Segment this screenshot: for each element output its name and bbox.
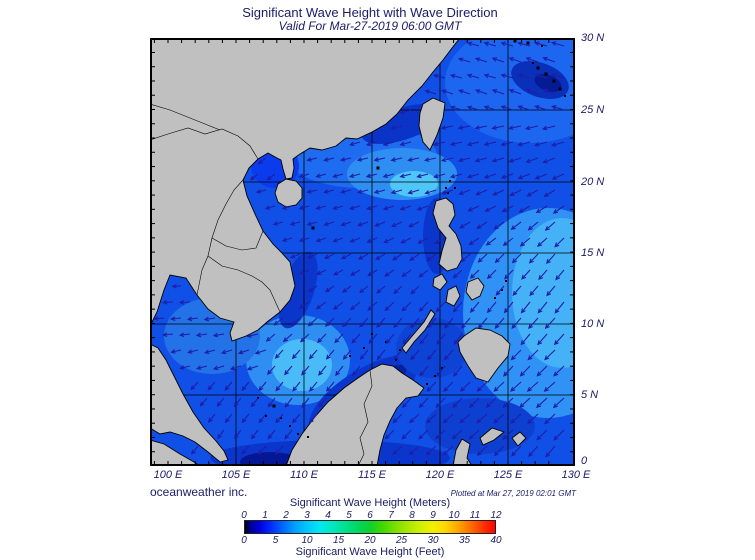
colorbar-meters-tick: 12: [490, 510, 502, 521]
y-tick-label: 5 N: [581, 389, 599, 401]
chart-subtitle: Valid For Mar-27-2019 06:00 GMT: [278, 19, 462, 33]
wave-direction-arrows: [153, 41, 565, 458]
credit-text: oceanweather inc.: [150, 485, 248, 499]
y-tick-label: 0: [581, 455, 588, 467]
colorbar-meters-tick: 7: [388, 510, 394, 521]
x-tick-label: 105 E: [221, 469, 251, 481]
colorbar-gradient: [244, 520, 496, 534]
colorbar-feet-tick: 15: [332, 535, 345, 546]
x-tick-label: 100 E: [153, 469, 183, 481]
colorbar-feet-tick: 10: [301, 535, 313, 546]
colorbar-meters-tick: 9: [430, 510, 436, 521]
colorbar-meters-tick: 5: [346, 510, 352, 521]
colorbar-feet-tick: 0: [241, 535, 247, 546]
colorbar-meters-tick: 1: [262, 510, 268, 521]
colorbar-meters-tick: 6: [367, 510, 373, 521]
x-tick-label: 110 E: [290, 469, 318, 481]
colorbar-meters-tick: 3: [304, 510, 310, 521]
plotted-note: Plotted at Mar 27, 2019 02:01 GMT: [450, 489, 576, 498]
x-tick-label: 115 E: [358, 469, 386, 481]
y-tick-label: 25 N: [581, 104, 605, 116]
colorbar-feet-tick: 40: [490, 535, 502, 546]
colorbar-meters-tick: 2: [283, 510, 289, 521]
x-tick-label: 125 E: [493, 469, 523, 481]
map-frame: [150, 38, 575, 466]
wave-height-map: [149, 23, 633, 476]
y-tick-label: 10 N: [581, 318, 605, 330]
y-tick-label: 20 N: [581, 176, 605, 188]
colorbar-meters-tick: 0: [241, 510, 247, 521]
x-tick-label: 130 E: [561, 469, 591, 481]
colorbar-feet-tick: 35: [458, 535, 471, 546]
land-masses: [149, 37, 566, 467]
x-tick-label: 120 E: [425, 469, 455, 481]
colorbar-feet-tick: 5: [272, 535, 279, 546]
colorbar-meters-tick: 4: [325, 510, 331, 521]
colorbar-title-feet: Significant Wave Height (Feet): [295, 546, 445, 558]
colorbar-meters-tick: 11: [469, 510, 481, 521]
colorbar-feet-tick: 20: [364, 535, 376, 546]
colorbar-feet-tick: 25: [395, 535, 408, 546]
colorbar-feet-tick: 30: [427, 535, 439, 546]
colorbar-meters-tick: 10: [448, 510, 460, 521]
colorbar-title-meters: Significant Wave Height (Meters): [289, 497, 451, 509]
chart-title: Significant Wave Height with Wave Direct…: [242, 5, 498, 20]
y-tick-label: 30 N: [581, 32, 605, 44]
colorbar-meters-tick: 8: [409, 510, 415, 521]
map-panel: [149, 23, 633, 476]
y-tick-label: 15 N: [581, 247, 605, 259]
